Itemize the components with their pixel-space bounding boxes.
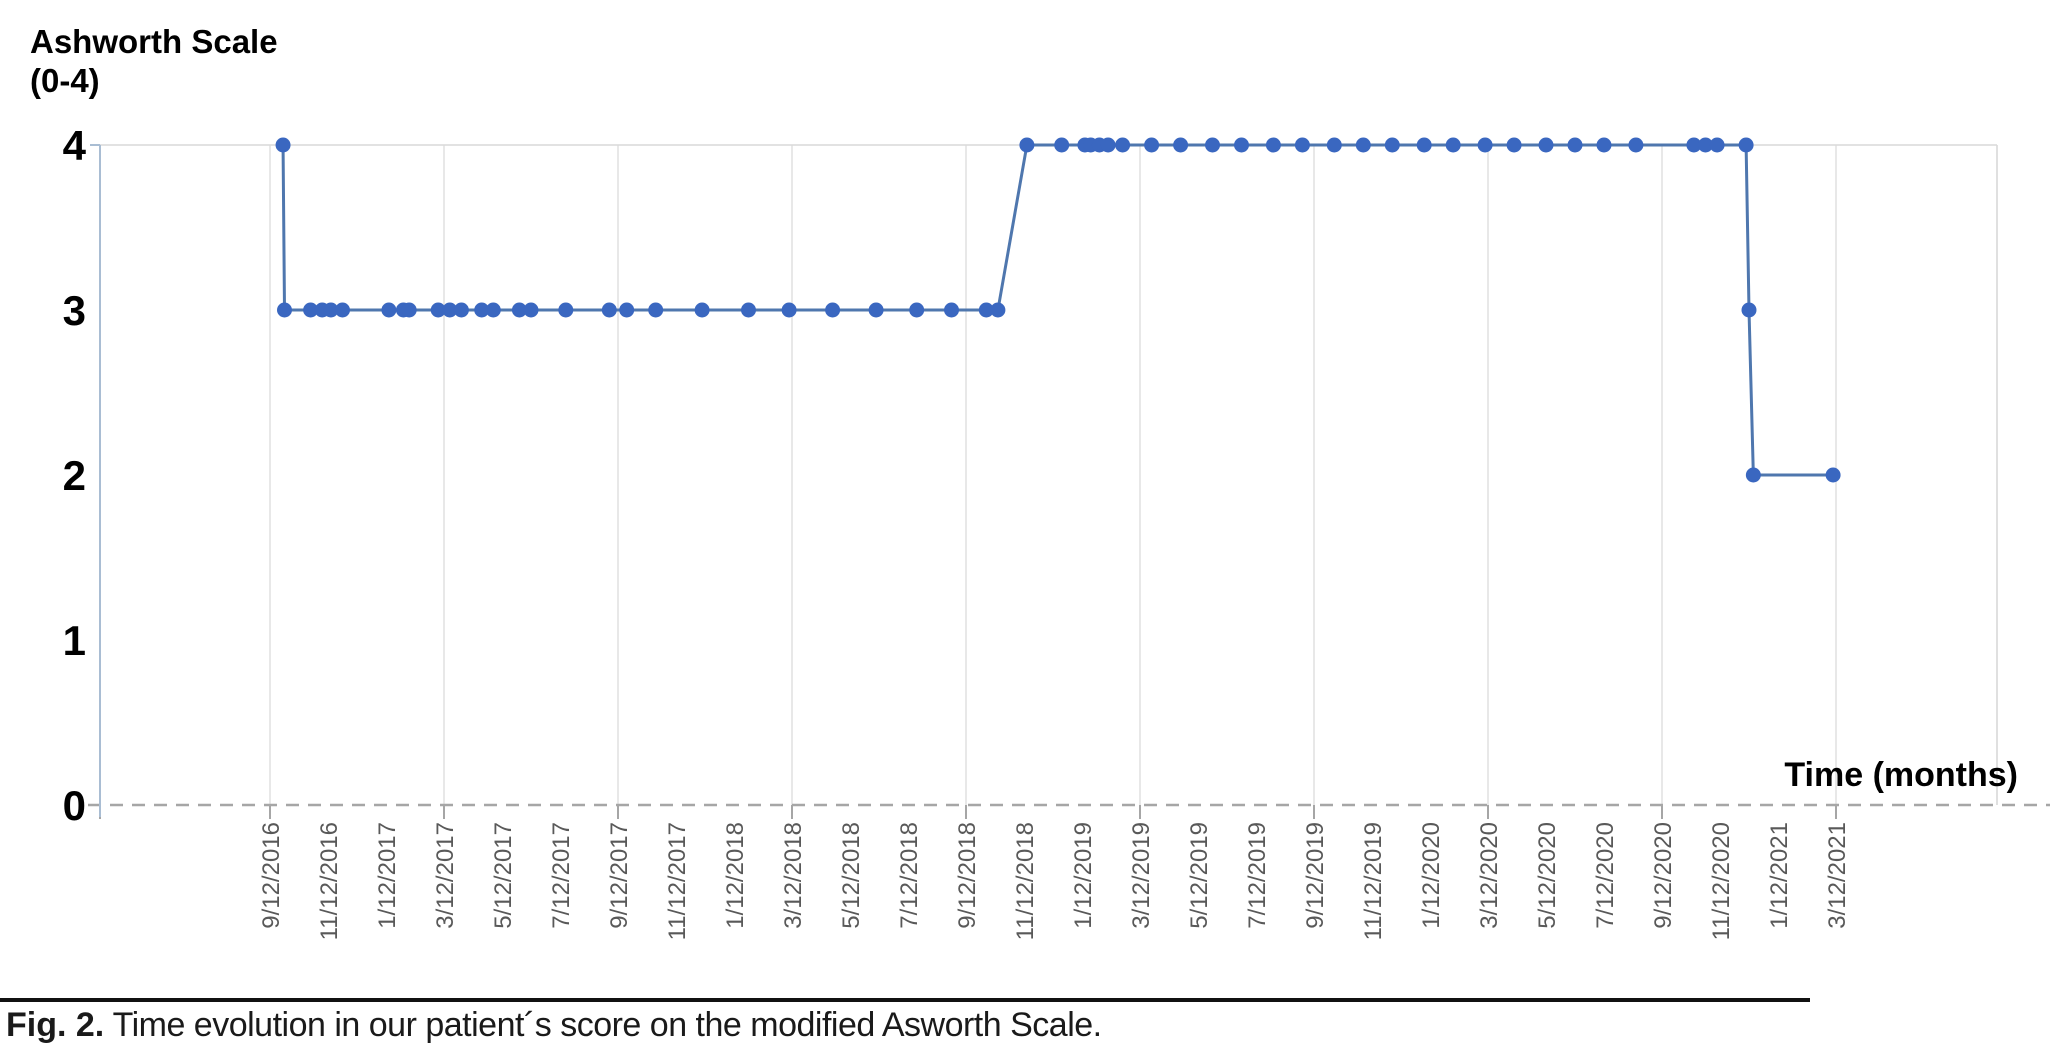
figure-caption-text: Time evolution in our patient´s score on… [104, 1006, 1103, 1044]
data-point [1709, 137, 1725, 153]
data-point [381, 302, 397, 318]
x-tick-label: 5/12/2018 [838, 822, 865, 929]
data-point [1384, 137, 1400, 153]
x-tick-label: 5/12/2017 [490, 822, 517, 929]
x-tick-label: 3/12/2019 [1128, 822, 1155, 929]
data-point [1567, 137, 1583, 153]
data-point [1234, 137, 1249, 153]
data-point [275, 137, 291, 153]
data-point [335, 302, 350, 318]
data-point [1355, 137, 1371, 153]
y-tick-label: 4 [63, 122, 87, 169]
data-point [1745, 467, 1761, 483]
data-point [944, 302, 959, 318]
data-point [1173, 137, 1189, 153]
data-point [511, 302, 527, 318]
data-point [648, 302, 664, 318]
x-tick-label: 7/12/2020 [1592, 822, 1619, 929]
data-point [485, 302, 501, 318]
y-axis-title: Ashworth Scale (0-4) [30, 22, 278, 100]
x-tick-label: 9/12/2018 [954, 822, 981, 929]
data-point [990, 302, 1006, 318]
data-point [1596, 137, 1612, 153]
data-point [1054, 137, 1070, 153]
x-tick-label: 1/12/2017 [374, 822, 401, 929]
data-point [619, 302, 635, 318]
data-point [1294, 137, 1310, 153]
data-point [1686, 137, 1702, 153]
data-point [1825, 467, 1841, 483]
data-point [909, 302, 925, 318]
figure-caption-label: Fig. 2. [6, 1006, 105, 1044]
y-axis-title-line1: Ashworth Scale [30, 23, 278, 60]
data-point [1628, 137, 1644, 153]
x-tick-label: 1/12/2018 [722, 822, 749, 929]
x-tick-label: 1/12/2019 [1070, 822, 1097, 929]
x-tick-label: 9/12/2016 [258, 822, 285, 929]
data-point [1538, 137, 1554, 153]
x-tick-label: 11/12/2018 [1012, 822, 1039, 940]
data-point [1741, 302, 1757, 318]
x-tick-label: 11/12/2019 [1360, 822, 1387, 940]
data-point [1115, 137, 1131, 153]
data-point [401, 302, 417, 318]
data-point [303, 302, 319, 318]
x-tick-label: 9/12/2017 [606, 822, 633, 929]
x-axis-title: Time (months) [1784, 756, 2018, 794]
x-tick-label: 1/12/2021 [1766, 822, 1793, 929]
y-tick-label: 0 [63, 782, 86, 829]
data-point [277, 302, 292, 318]
x-tick-label: 5/12/2020 [1534, 822, 1561, 929]
data-point [978, 302, 994, 318]
data-point [694, 302, 710, 318]
data-point [442, 302, 458, 318]
data-point [1477, 137, 1493, 153]
x-tick-label: 11/12/2016 [316, 822, 343, 940]
x-tick-label: 5/12/2019 [1186, 822, 1213, 929]
y-tick-label: 3 [63, 287, 86, 334]
x-tick-label: 3/12/2020 [1476, 822, 1503, 929]
data-point [825, 302, 841, 318]
data-point [523, 302, 539, 318]
data-point [430, 302, 446, 318]
data-point [868, 302, 884, 318]
data-point [1205, 137, 1220, 153]
data-point [558, 302, 574, 318]
x-tick-label: 11/12/2020 [1708, 822, 1735, 940]
data-point [741, 302, 756, 318]
data-point [474, 302, 490, 318]
x-tick-label: 9/12/2019 [1302, 822, 1329, 929]
y-tick-label: 1 [63, 617, 86, 664]
data-point [1100, 137, 1116, 153]
y-axis-title-line2: (0-4) [30, 62, 100, 99]
data-point [1144, 137, 1160, 153]
x-tick-label: 9/12/2020 [1650, 822, 1677, 929]
data-point [1416, 137, 1432, 153]
data-point [1738, 137, 1754, 153]
x-tick-label: 7/12/2017 [548, 822, 575, 929]
x-tick-label: 1/12/2020 [1418, 822, 1445, 929]
x-tick-label: 3/12/2021 [1824, 822, 1851, 929]
data-point [1019, 137, 1035, 153]
x-tick-label: 7/12/2018 [896, 822, 923, 929]
data-point [781, 302, 797, 318]
data-point [453, 302, 469, 318]
data-point [1698, 137, 1713, 153]
data-point [323, 302, 339, 318]
data-point [1326, 137, 1342, 153]
x-tick-label: 3/12/2017 [432, 822, 459, 929]
data-point [601, 302, 617, 318]
data-point [1506, 137, 1522, 153]
data-point [1445, 137, 1461, 153]
data-point [1265, 137, 1281, 153]
x-tick-label: 11/12/2017 [664, 822, 691, 940]
x-tick-label: 7/12/2019 [1244, 822, 1271, 929]
x-tick-label: 3/12/2018 [780, 822, 807, 929]
y-tick-label: 2 [63, 452, 86, 499]
caption-divider [0, 998, 1810, 1002]
figure-caption: Fig. 2. Time evolution in our patient´s … [6, 1006, 1102, 1045]
